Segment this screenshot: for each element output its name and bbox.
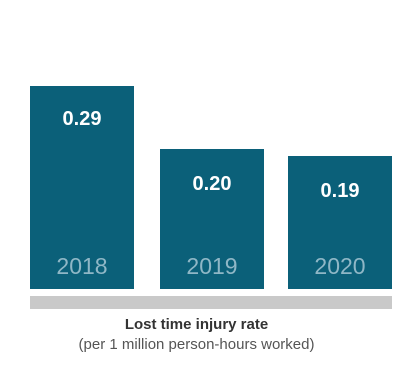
- bar-value-label: 0.29: [62, 108, 102, 130]
- chart-subtitle: (per 1 million person-hours worked): [78, 336, 315, 353]
- category-label: 2020: [314, 253, 366, 279]
- category-label: 2019: [186, 253, 238, 279]
- bar-2018: 0.29 2018: [30, 86, 134, 289]
- bar-2020: 0.19 2020: [288, 156, 392, 289]
- bar-2019: 0.20 2019: [160, 149, 264, 289]
- bar-value-label: 0.19: [320, 180, 360, 202]
- category-label: 2018: [56, 253, 108, 279]
- bar-value-label: 0.20: [192, 173, 232, 195]
- bar-chart: 0.29 2018 0.20 2019 0.19 2020: [30, 86, 392, 289]
- chart-baseline: [30, 296, 392, 309]
- chart-title: Lost time injury rate: [124, 316, 269, 333]
